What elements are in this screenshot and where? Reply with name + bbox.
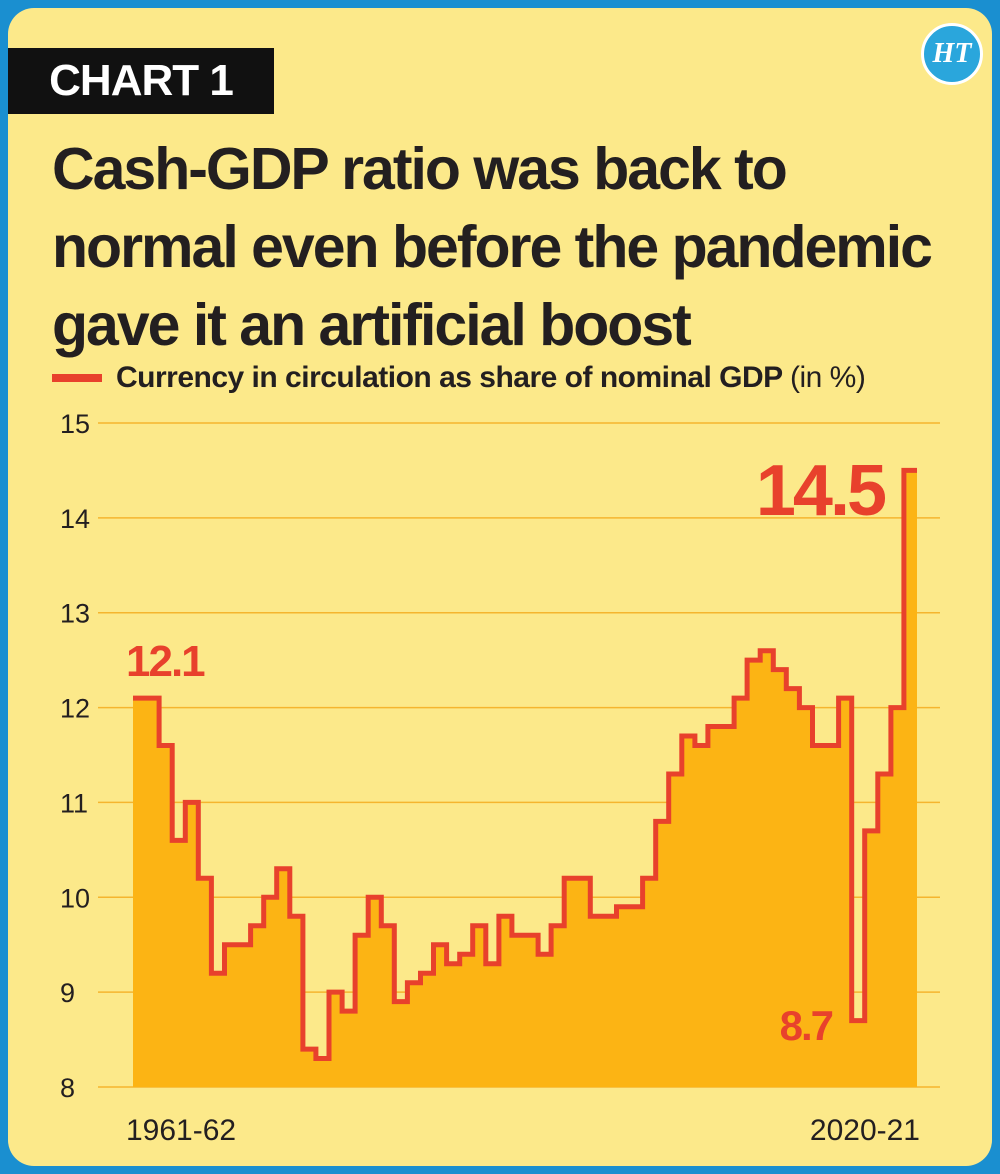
y-tick-label-8: 8 <box>60 1073 75 1103</box>
y-tick-label-15: 15 <box>60 409 90 439</box>
y-tick-label-14: 14 <box>60 504 90 534</box>
ht-logo-icon: HT <box>921 23 983 85</box>
legend-label: Currency in circulation as share of nomi… <box>116 361 783 394</box>
y-tick-label-13: 13 <box>60 599 90 629</box>
chart-number-tag: CHART 1 <box>8 48 274 114</box>
y-tick-label-12: 12 <box>60 694 90 724</box>
legend-unit: (in %) <box>789 361 866 394</box>
annotation-start-value: 12.1 <box>126 637 205 686</box>
y-tick-label-9: 9 <box>60 978 75 1008</box>
series-area <box>133 470 917 1087</box>
y-tick-label-10: 10 <box>60 883 90 913</box>
annotation-low-value: 8.7 <box>780 1002 833 1049</box>
y-tick-label-11: 11 <box>60 788 88 818</box>
x-tick-label-end: 2020-21 <box>810 1114 920 1147</box>
x-tick-label-start: 1961-62 <box>126 1114 236 1147</box>
legend: Currency in circulation as share of nomi… <box>52 356 866 400</box>
annotation-peak-value: 14.5 <box>756 451 886 531</box>
chart-title: Cash-GDP ratio was back to normal even b… <box>52 136 933 358</box>
series-line <box>133 467 917 1061</box>
legend-swatch-line <box>52 374 102 382</box>
